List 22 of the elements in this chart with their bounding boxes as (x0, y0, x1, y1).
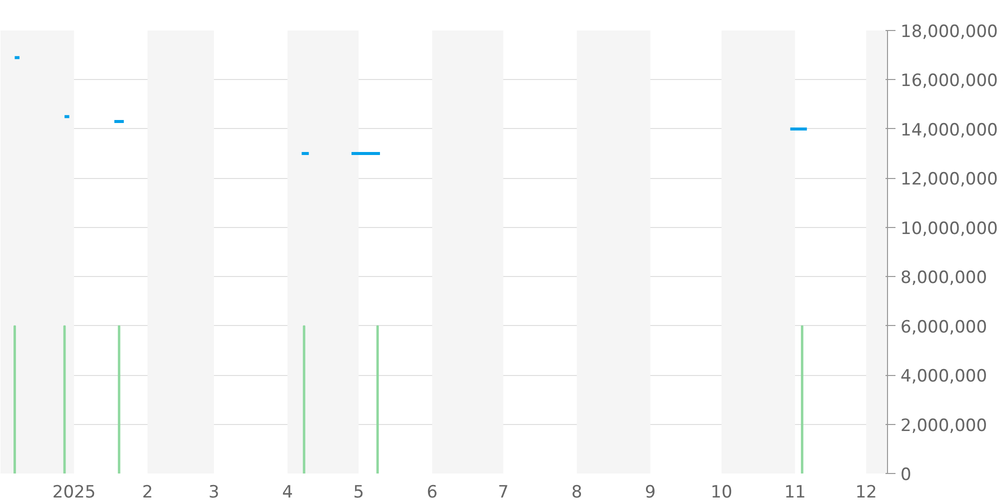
y-tick-label: 12,000,000 (900, 170, 998, 190)
x-tick-label: 2025 (52, 482, 96, 500)
y-tick-label: 0 (900, 465, 912, 485)
y-tick-label: 4,000,000 (900, 366, 988, 387)
x-tick-label: 5 (353, 482, 364, 500)
x-tick-label: 11 (784, 482, 806, 500)
x-tick-label: 4 (282, 482, 293, 500)
x-tick-label: 7 (498, 482, 509, 500)
x-tick-label: 3 (208, 482, 220, 500)
x-tick-label: 8 (571, 482, 582, 500)
y-tick-label: 16,000,000 (900, 71, 998, 92)
y-tick-label: 10,000,000 (900, 218, 998, 239)
y-tick-label: 18,000,000 (900, 22, 998, 42)
y-tick-label: 14,000,000 (900, 120, 998, 140)
x-tick-label: 12 (855, 482, 877, 500)
x-tick-label: 9 (644, 482, 656, 500)
y-tick-label: 6,000,000 (900, 317, 988, 338)
y-tick-label: 8,000,000 (900, 268, 988, 288)
y-tick-label: 2,000,000 (900, 416, 988, 436)
x-tick-label: 2 (142, 482, 153, 500)
x-tick-label: 10 (710, 482, 732, 500)
x-tick-label: 6 (426, 482, 438, 500)
